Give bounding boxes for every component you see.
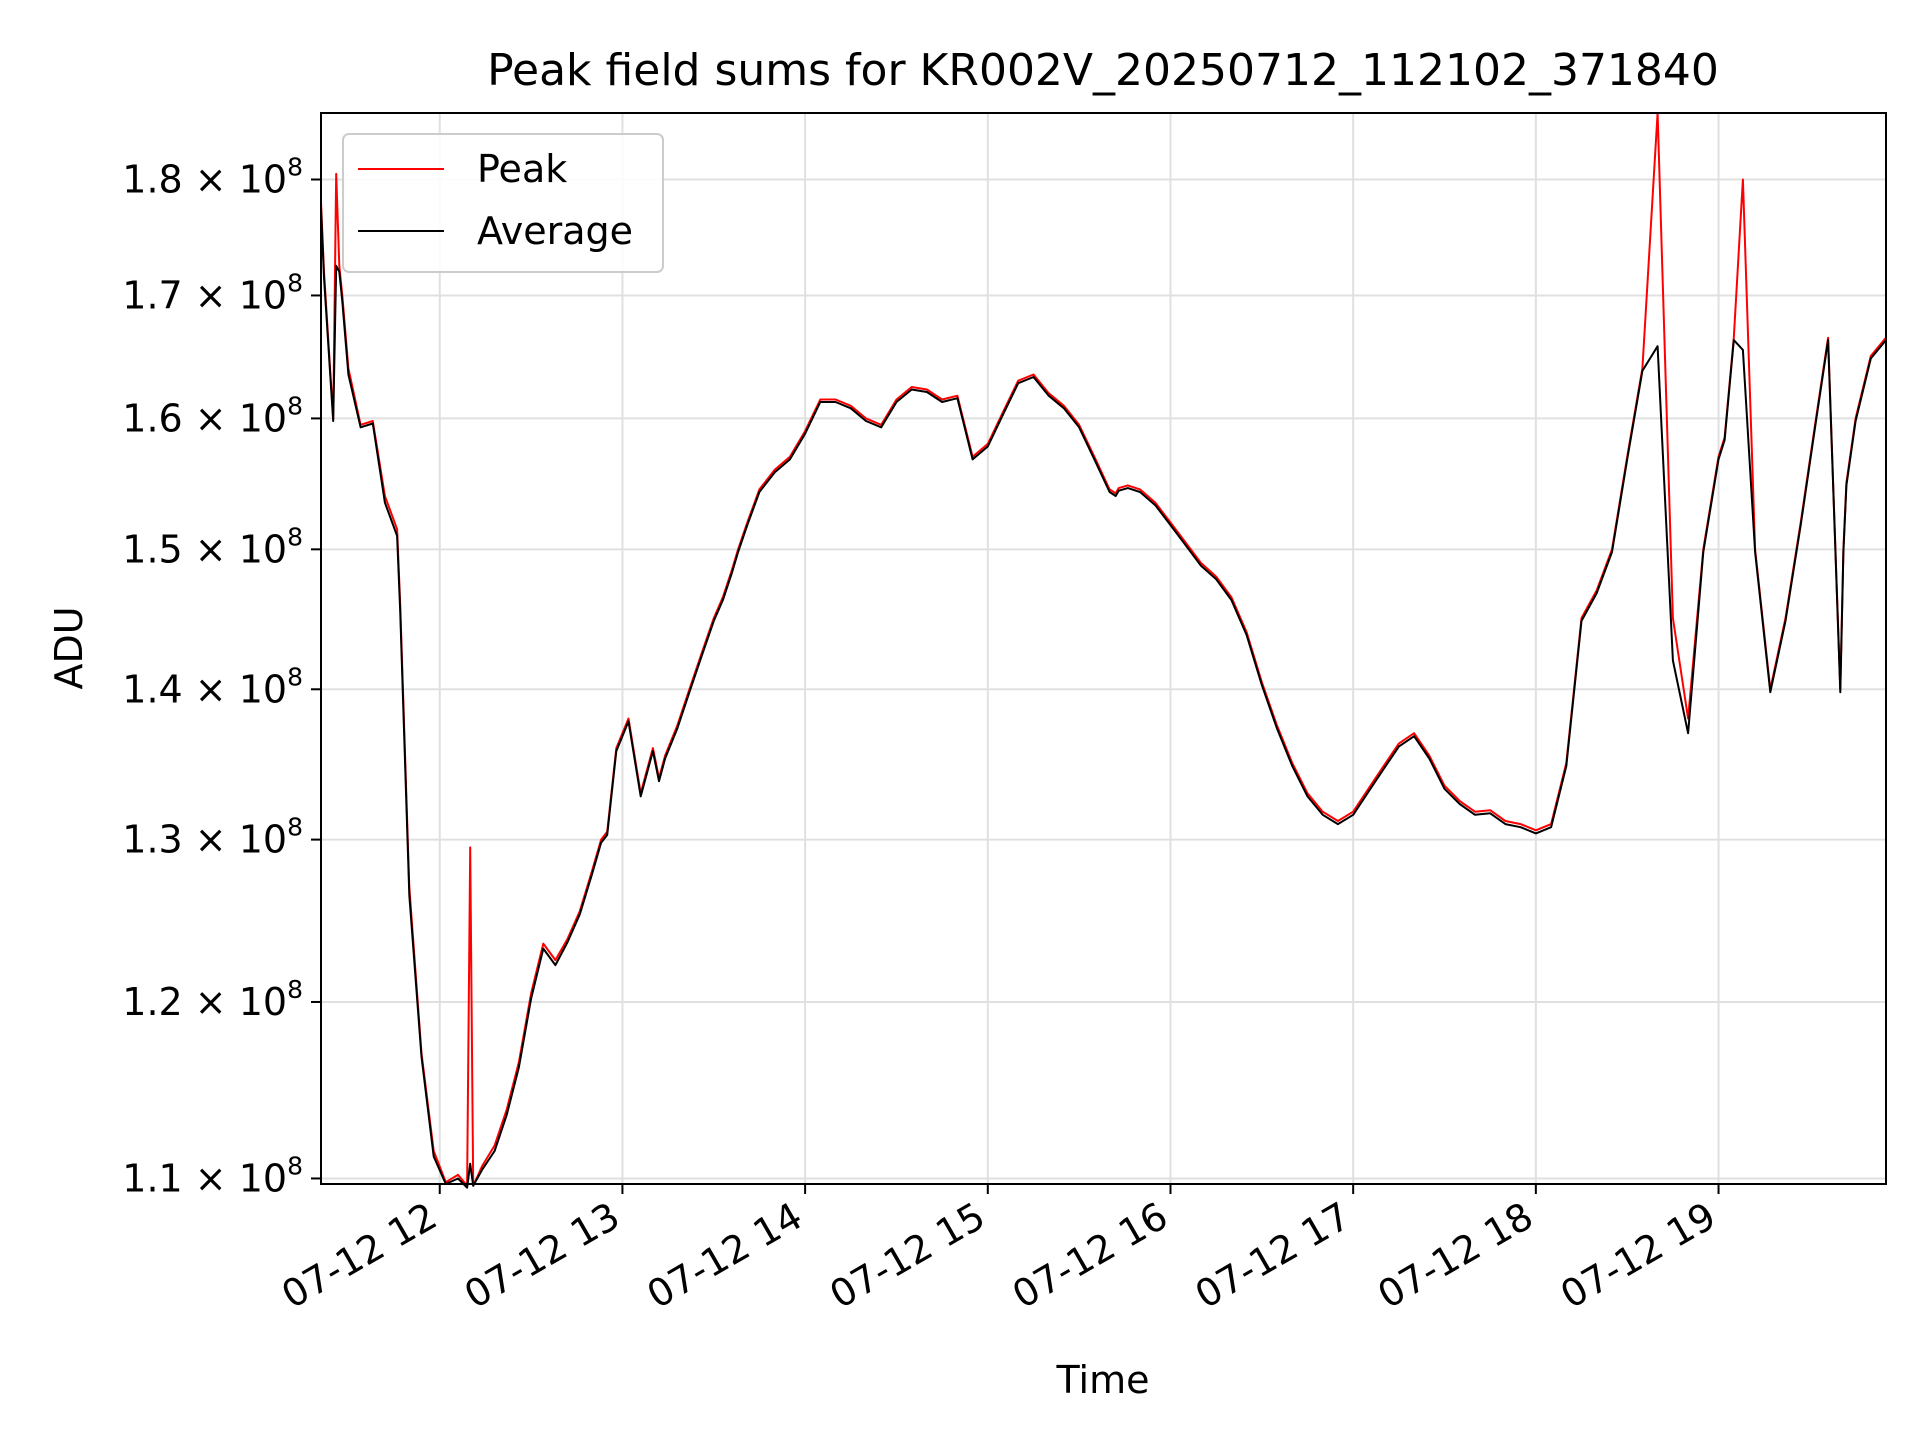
legend: Peak Average bbox=[342, 133, 664, 273]
legend-label-average: Average bbox=[477, 209, 633, 253]
plot-frame bbox=[320, 112, 1887, 1185]
y-tick-label: 1.6 × 108 bbox=[122, 391, 303, 440]
chart-title: Peak field sums for KR002V_20250712_1121… bbox=[487, 45, 1719, 96]
y-tick-label: 1.5 × 108 bbox=[122, 522, 303, 571]
series-line-peak bbox=[320, 112, 1887, 1187]
x-tick-label: 07-12 19 bbox=[1553, 1194, 1723, 1318]
series-lines bbox=[320, 112, 1887, 1189]
x-tick-label: 07-12 17 bbox=[1188, 1194, 1358, 1318]
y-tick-label: 1.7 × 108 bbox=[122, 268, 303, 317]
series-line-average bbox=[320, 207, 1887, 1189]
y-tick-label: 1.3 × 108 bbox=[122, 813, 303, 862]
x-tick-label: 07-12 15 bbox=[822, 1194, 992, 1318]
y-tick-label: 1.4 × 108 bbox=[122, 662, 303, 711]
y-tick-label: 1.2 × 108 bbox=[122, 975, 303, 1024]
legend-label-peak: Peak bbox=[477, 147, 567, 191]
x-axis-label: Time bbox=[1056, 1358, 1150, 1402]
x-tick-label: 07-12 14 bbox=[640, 1194, 810, 1318]
x-tick-label: 07-12 12 bbox=[274, 1194, 444, 1318]
y-tick-label: 1.1 × 108 bbox=[122, 1151, 303, 1200]
grid bbox=[321, 113, 1886, 1184]
y-tick-label: 1.8 × 108 bbox=[122, 153, 303, 202]
x-tick-label: 07-12 18 bbox=[1370, 1194, 1540, 1318]
x-tick-label: 07-12 16 bbox=[1005, 1194, 1175, 1318]
y-axis: 1.1 × 108 1.2 × 108 1.3 × 108 1.4 × 108 1.5 … bbox=[122, 153, 321, 1200]
x-axis: 07-12 12 07-12 13 07-12 14 07-12 15 07-12 16… bbox=[274, 1184, 1723, 1317]
y-axis-label: ADU bbox=[47, 606, 91, 689]
x-tick-label: 07-12 13 bbox=[457, 1194, 627, 1318]
